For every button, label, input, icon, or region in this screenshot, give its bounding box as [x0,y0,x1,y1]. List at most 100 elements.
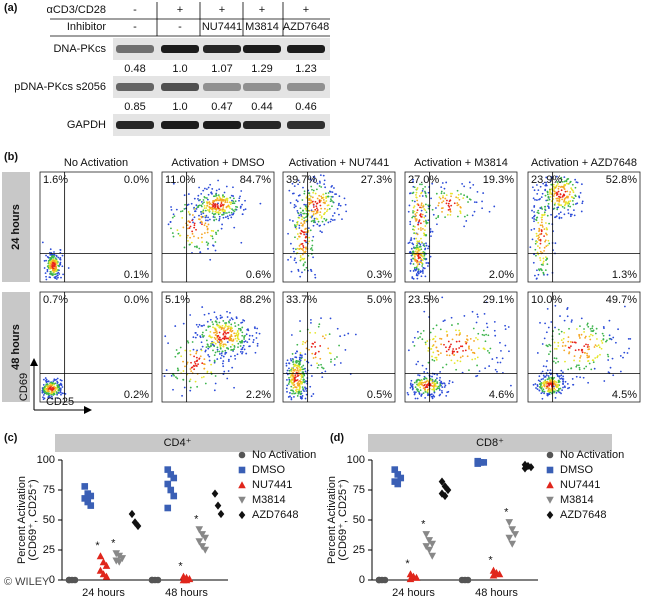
event-dot [539,257,541,259]
event-dot [424,248,426,251]
event-dot [316,197,319,200]
event-dot [189,225,192,228]
data-point [381,576,389,584]
event-dot [224,322,226,324]
event-dot [296,388,298,391]
event-dot [212,205,215,208]
chart-title: CD4⁺ [164,437,192,449]
event-dot [218,219,220,222]
event-dot [222,343,225,346]
event-dot [535,232,538,235]
event-dot [204,215,206,217]
event-dot [418,240,421,242]
event-dot [287,232,289,235]
event-dot [248,345,250,348]
event-dot [52,387,55,390]
event-dot [592,361,595,364]
event-dot [554,304,557,307]
event-dot [423,257,426,260]
event-dot [483,334,486,337]
event-dot [596,355,599,357]
event-dot [203,224,206,227]
event-dot [440,190,443,193]
event-dot [300,375,303,378]
data-point [96,552,105,560]
event-dot [303,222,306,224]
event-dot [496,370,498,373]
event-dot [214,338,217,340]
event-dot [256,327,259,330]
event-dot [215,189,218,192]
event-dot [570,367,573,370]
event-dot [241,352,243,355]
event-dot [298,388,301,391]
event-dot [563,176,566,179]
legend-marker [546,466,554,474]
blot-band [116,45,154,53]
event-dot [320,207,323,210]
event-dot [623,305,626,308]
event-dot [557,381,560,384]
event-dot [562,380,565,383]
event-dot [424,396,427,399]
event-dot [599,353,601,356]
event-dot [235,205,237,208]
event-dot [329,200,332,203]
event-dot [212,202,215,205]
event-dot [294,392,297,395]
event-dot [216,339,219,342]
event-dot [207,247,209,250]
event-dot [573,355,576,358]
event-dot [194,332,197,334]
event-dot [304,359,306,361]
event-dot [580,348,583,351]
event-dot [440,343,443,346]
event-dot [549,191,551,194]
event-dot [413,391,416,393]
event-dot [314,345,317,348]
event-dot [550,321,553,323]
event-dot [216,336,219,339]
event-dot [432,337,435,340]
event-dot [204,209,207,212]
event-dot [294,205,297,208]
event-dot [308,236,311,239]
flow-plot: 27.0% 19.3%2.0% [404,171,518,283]
event-dot [223,191,226,194]
event-dot [568,346,571,349]
event-dot [286,384,289,387]
event-dot [211,321,214,323]
event-dot [199,355,202,358]
event-dot [330,195,333,198]
event-dot [562,337,565,340]
event-dot [555,175,558,178]
event-dot [414,386,417,389]
event-dot [543,384,546,386]
event-dot [292,247,295,250]
event-dot [416,199,419,202]
event-dot [585,365,588,368]
event-dot [558,216,561,219]
event-dot [596,345,598,348]
event-dot [589,327,592,330]
event-dot [311,215,314,218]
event-dot [549,344,552,347]
event-dot [416,265,419,267]
event-dot [463,194,466,197]
event-dot [182,370,185,372]
event-dot [455,333,458,336]
event-dot [320,363,322,366]
event-dot [536,385,539,388]
event-dot [482,347,485,350]
event-dot [288,362,291,365]
event-dot [413,392,416,395]
data-point [422,531,431,539]
event-dot [54,379,56,382]
event-dot [328,333,331,336]
event-dot [420,192,422,195]
event-dot [300,378,302,381]
event-dot [444,216,446,219]
event-dot [220,227,223,230]
event-dot [545,199,548,202]
event-dot [229,329,232,332]
